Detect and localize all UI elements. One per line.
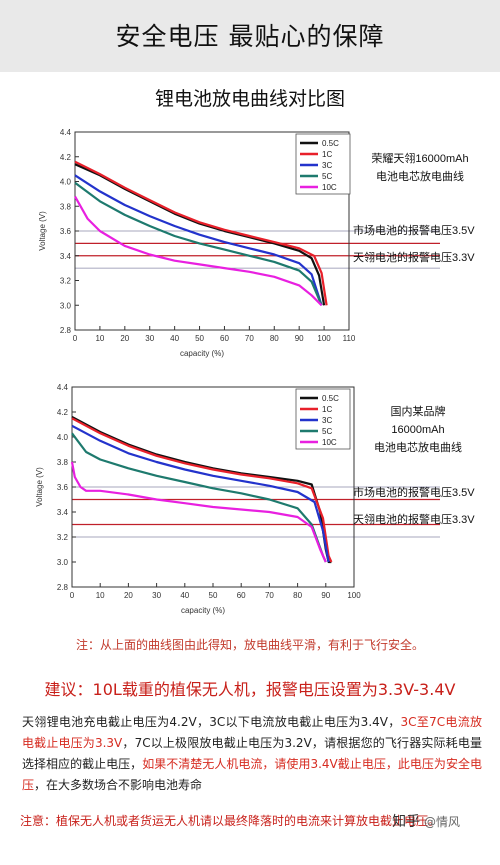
side-label-line: 16000mAh [391, 424, 444, 436]
legend-label: 3C [322, 416, 332, 425]
x-tick-label: 80 [293, 591, 302, 600]
watermark-author: @情风 [423, 815, 460, 829]
x-tick-label: 20 [120, 334, 129, 343]
y-tick-label: 3.0 [57, 558, 69, 567]
series-line-1C [71, 417, 333, 563]
y-tick-label: 3.6 [57, 483, 69, 492]
main-title: 锂电池放电曲线对比图 [154, 88, 345, 110]
y-tick-label: 3.4 [57, 508, 69, 517]
x-tick-label: 40 [170, 334, 179, 343]
x-tick-label: 110 [343, 334, 356, 343]
x-tick-label: 60 [237, 591, 246, 600]
suggestion-text: 建议：10L载重的植保无人机，报警电压设置为3.3V-3.4V [44, 680, 456, 699]
x-tick-label: 90 [321, 591, 330, 600]
y-axis-label: Voltage (V) [38, 211, 47, 251]
series-line-3C [74, 174, 323, 306]
legend-label: 5C [322, 172, 332, 181]
y-tick-label: 4.2 [60, 153, 72, 162]
header-banner: 安全电压 最贴心的保障 [0, 0, 500, 72]
alarm-label: 市场电池的报警电压3.5V [353, 485, 475, 499]
note-smooth-curve: 注：从上面的曲线图由此得知，放电曲线平滑，有利于飞行安全。 [75, 638, 424, 652]
x-tick-label: 30 [152, 591, 161, 600]
alarm-label: 市场电池的报警电压3.5V [353, 223, 475, 237]
legend-label: 1C [322, 150, 332, 159]
series-line-10C [70, 461, 327, 563]
side-label-line: 电池电芯放电曲线 [376, 169, 464, 183]
x-tick-label: 70 [245, 334, 254, 343]
x-tick-label: 40 [180, 591, 189, 600]
y-tick-label: 2.8 [57, 583, 69, 592]
legend-label: 3C [322, 161, 332, 170]
watermark-site: 知乎 [392, 814, 421, 830]
chart-bottom: 2.8 3.0 3.2 3.4 3.6 3.8 4.0 4.2 4.4 0 10 20 30 40 50 60… [35, 383, 475, 615]
warning-note: 注意：植保无人机或者货运无人机请以最终降落时的电流来计算放电截止电压。 [20, 814, 441, 828]
legend: 0.5C 1C 3C 5C 10C [295, 388, 351, 450]
chart-top: 2.8 3.0 3.2 3.4 3.6 3.8 4.0 4.2 4.4 0 10 20 30 40 50 60… [38, 128, 475, 358]
x-tick-label: 0 [73, 334, 78, 343]
x-tick-label: 0 [70, 591, 75, 600]
x-tick-label: 90 [295, 334, 304, 343]
x-tick-label: 10 [95, 334, 104, 343]
y-tick-label: 3.2 [60, 277, 72, 286]
y-tick-label: 4.4 [60, 128, 72, 137]
y-tick-label: 3.8 [57, 458, 69, 467]
legend-label: 0.5C [322, 139, 339, 148]
alarm-label: 天翎电池的报警电压3.3V [353, 512, 475, 526]
y-tick-label: 3.0 [60, 301, 72, 310]
x-tick-label: 50 [209, 591, 218, 600]
x-tick-label: 80 [270, 334, 279, 343]
legend-label: 10C [322, 183, 337, 192]
explanation-paragraph: 天翎锂电池充电截止电压为4.2V，3C以下电流放电截止电压为3.4V，3C至7C… [22, 712, 482, 796]
x-tick-label: 70 [265, 591, 274, 600]
watermark: 知乎 @情风 [392, 811, 460, 831]
x-tick-label: 10 [96, 591, 105, 600]
y-axis-label: Voltage (V) [35, 467, 44, 507]
legend-label: 0.5C [322, 394, 339, 403]
series-line-5C [71, 432, 327, 563]
side-label-line: 荣耀天翎16000mAh [371, 151, 468, 165]
x-tick-label: 30 [145, 334, 154, 343]
para-part-3: ，在大多数场合不影响电池寿命 [34, 778, 203, 792]
x-tick-label: 100 [347, 591, 361, 600]
x-tick-label: 100 [317, 334, 331, 343]
para-part-1: 天翎锂电池充电截止电压为4.2V，3C以下电流放电截止电压为3.4V， [22, 715, 401, 729]
para-red-2: 如果不清楚无人机电流，请使用3.4V截止电压，此电压为安全电压 [22, 757, 482, 792]
legend-label: 10C [322, 438, 337, 447]
legend: 0.5C 1C 3C 5C 10C [295, 133, 351, 195]
side-label-line: 电池电芯放电曲线 [374, 440, 462, 454]
legend-label: 1C [322, 405, 332, 414]
y-tick-label: 2.8 [60, 326, 72, 335]
alarm-label: 天翎电池的报警电压3.3V [353, 250, 475, 264]
x-tick-label: 60 [220, 334, 229, 343]
series-line-3C [71, 424, 330, 563]
y-tick-label: 4.0 [60, 178, 72, 187]
para-red-1: 3C至7C电流放电截止电压为3.3V [22, 715, 482, 750]
series-line-10C [74, 195, 323, 307]
y-tick-label: 4.4 [57, 383, 69, 392]
side-label-line: 国内某品牌 [391, 404, 446, 418]
header-title: 安全电压 最贴心的保障 [115, 22, 385, 51]
x-tick-label: 50 [195, 334, 204, 343]
y-tick-label: 4.2 [57, 408, 69, 417]
x-tick-label: 20 [124, 591, 133, 600]
y-tick-label: 3.4 [60, 252, 72, 261]
series-line-1C [74, 160, 328, 306]
legend-label: 5C [322, 427, 332, 436]
x-axis-label: capacity (%) [181, 606, 225, 615]
y-tick-label: 3.2 [57, 533, 69, 542]
y-tick-label: 3.8 [60, 202, 72, 211]
series-line-5C [74, 181, 323, 306]
para-part-2: ，7C以上极限放电截止电压为3.2V，请根据您的飞行器实际耗电量选择相应的截止电… [22, 736, 482, 771]
x-axis-label: capacity (%) [180, 349, 224, 358]
y-tick-label: 3.6 [60, 227, 72, 236]
y-tick-label: 4.0 [57, 433, 69, 442]
